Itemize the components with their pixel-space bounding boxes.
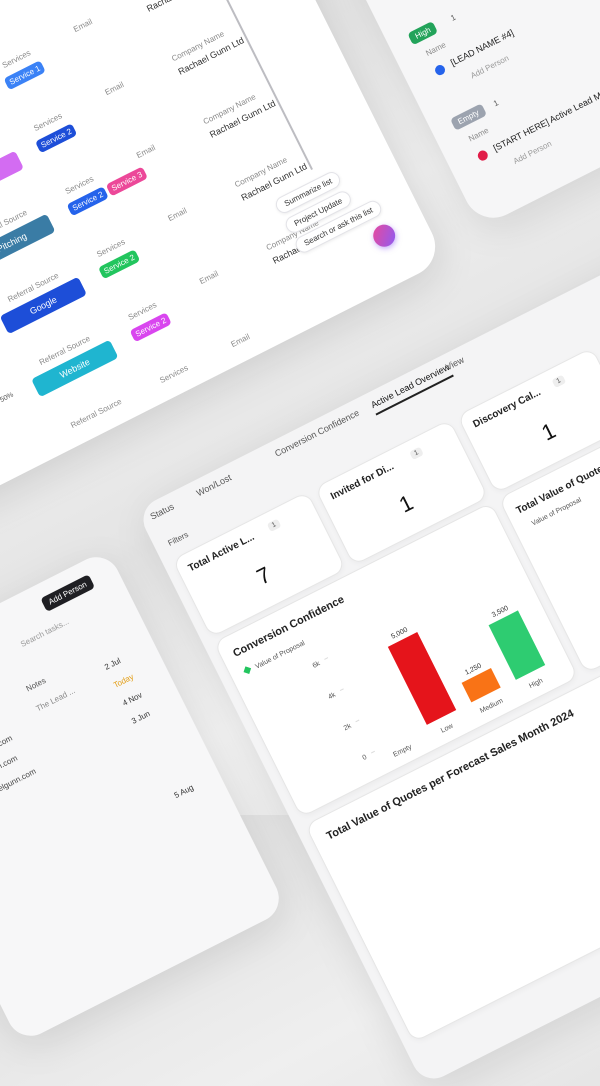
- card-title: Total Active L...: [187, 532, 257, 575]
- legend-swatch: [244, 666, 252, 674]
- tab[interactable]: Conversion Confidence: [273, 408, 361, 459]
- email: elgunn.com: [0, 767, 37, 794]
- add-person[interactable]: Add Person: [469, 53, 510, 80]
- x-tick-label: Medium: [479, 697, 504, 715]
- column-label: Email: [72, 17, 94, 34]
- active-tab[interactable]: Active Lead Overview: [369, 362, 454, 416]
- note: The Lead ...: [35, 686, 77, 713]
- column-label: Email: [103, 80, 125, 97]
- group-count: 1: [449, 13, 457, 23]
- group-count: 1: [492, 98, 500, 108]
- column-label: Email: [135, 143, 157, 160]
- add-person-button[interactable]: Add Person: [40, 574, 95, 612]
- filter-count: 1: [552, 375, 567, 388]
- notes-header: Notes: [25, 676, 48, 694]
- referral-tag: [0, 151, 24, 209]
- company-name: Rachael Gunn Ltd: [145, 0, 214, 14]
- x-tick-label: Empty: [392, 743, 413, 758]
- bar: [489, 610, 546, 679]
- filter-count: 1: [409, 447, 424, 460]
- metric-value: 7: [253, 562, 276, 591]
- column-label: Email: [198, 269, 220, 286]
- tick-mark: [356, 720, 360, 722]
- due-date: 5 Aug: [173, 783, 195, 800]
- column-label: Services: [158, 363, 189, 385]
- column-label: Email: [229, 332, 251, 349]
- due-date: Today: [112, 672, 135, 690]
- filter-count: 1: [267, 519, 282, 532]
- ai-button[interactable]: [369, 221, 398, 251]
- tab[interactable]: Won/Lost: [195, 472, 233, 498]
- tab[interactable]: View: [444, 355, 466, 373]
- metric-value: 1: [395, 490, 418, 519]
- tick-mark: [340, 689, 344, 691]
- email: unn.com: [0, 753, 19, 775]
- card-title: Invited for Di...: [329, 461, 396, 502]
- due-date: 3 Jun: [130, 709, 151, 726]
- tab[interactable]: Status: [149, 501, 176, 521]
- y-tick-label: 0: [362, 754, 369, 762]
- card-title: Discovery Cal...: [471, 387, 542, 430]
- y-tick-label: 2k: [343, 722, 353, 732]
- filters-button[interactable]: Filters: [166, 530, 189, 548]
- due-date: 4 Nov: [121, 690, 144, 708]
- y-tick-label: 4k: [327, 691, 337, 701]
- avatar: [476, 149, 489, 163]
- service-tag: Service 3: [106, 166, 149, 196]
- name-header: Name: [424, 40, 447, 58]
- due-date: 2 Jul: [103, 656, 122, 672]
- name-header: Name: [467, 126, 490, 144]
- add-person[interactable]: Add Person: [512, 139, 553, 166]
- y-tick-label: 6k: [312, 660, 322, 670]
- metric-value: 1: [537, 418, 560, 447]
- status-badge: High: [407, 21, 438, 46]
- column-label: Email: [166, 206, 188, 223]
- x-tick-label: Low: [440, 722, 455, 734]
- tick-mark: [371, 751, 375, 753]
- search-box[interactable]: Search tasks...: [19, 617, 70, 649]
- avatar: [433, 63, 446, 77]
- progress-label: 50%: [0, 391, 15, 404]
- tick-mark: [324, 658, 328, 660]
- x-tick-label: High: [528, 677, 544, 690]
- column-label: Referral Source: [69, 397, 123, 430]
- bar: [388, 632, 456, 725]
